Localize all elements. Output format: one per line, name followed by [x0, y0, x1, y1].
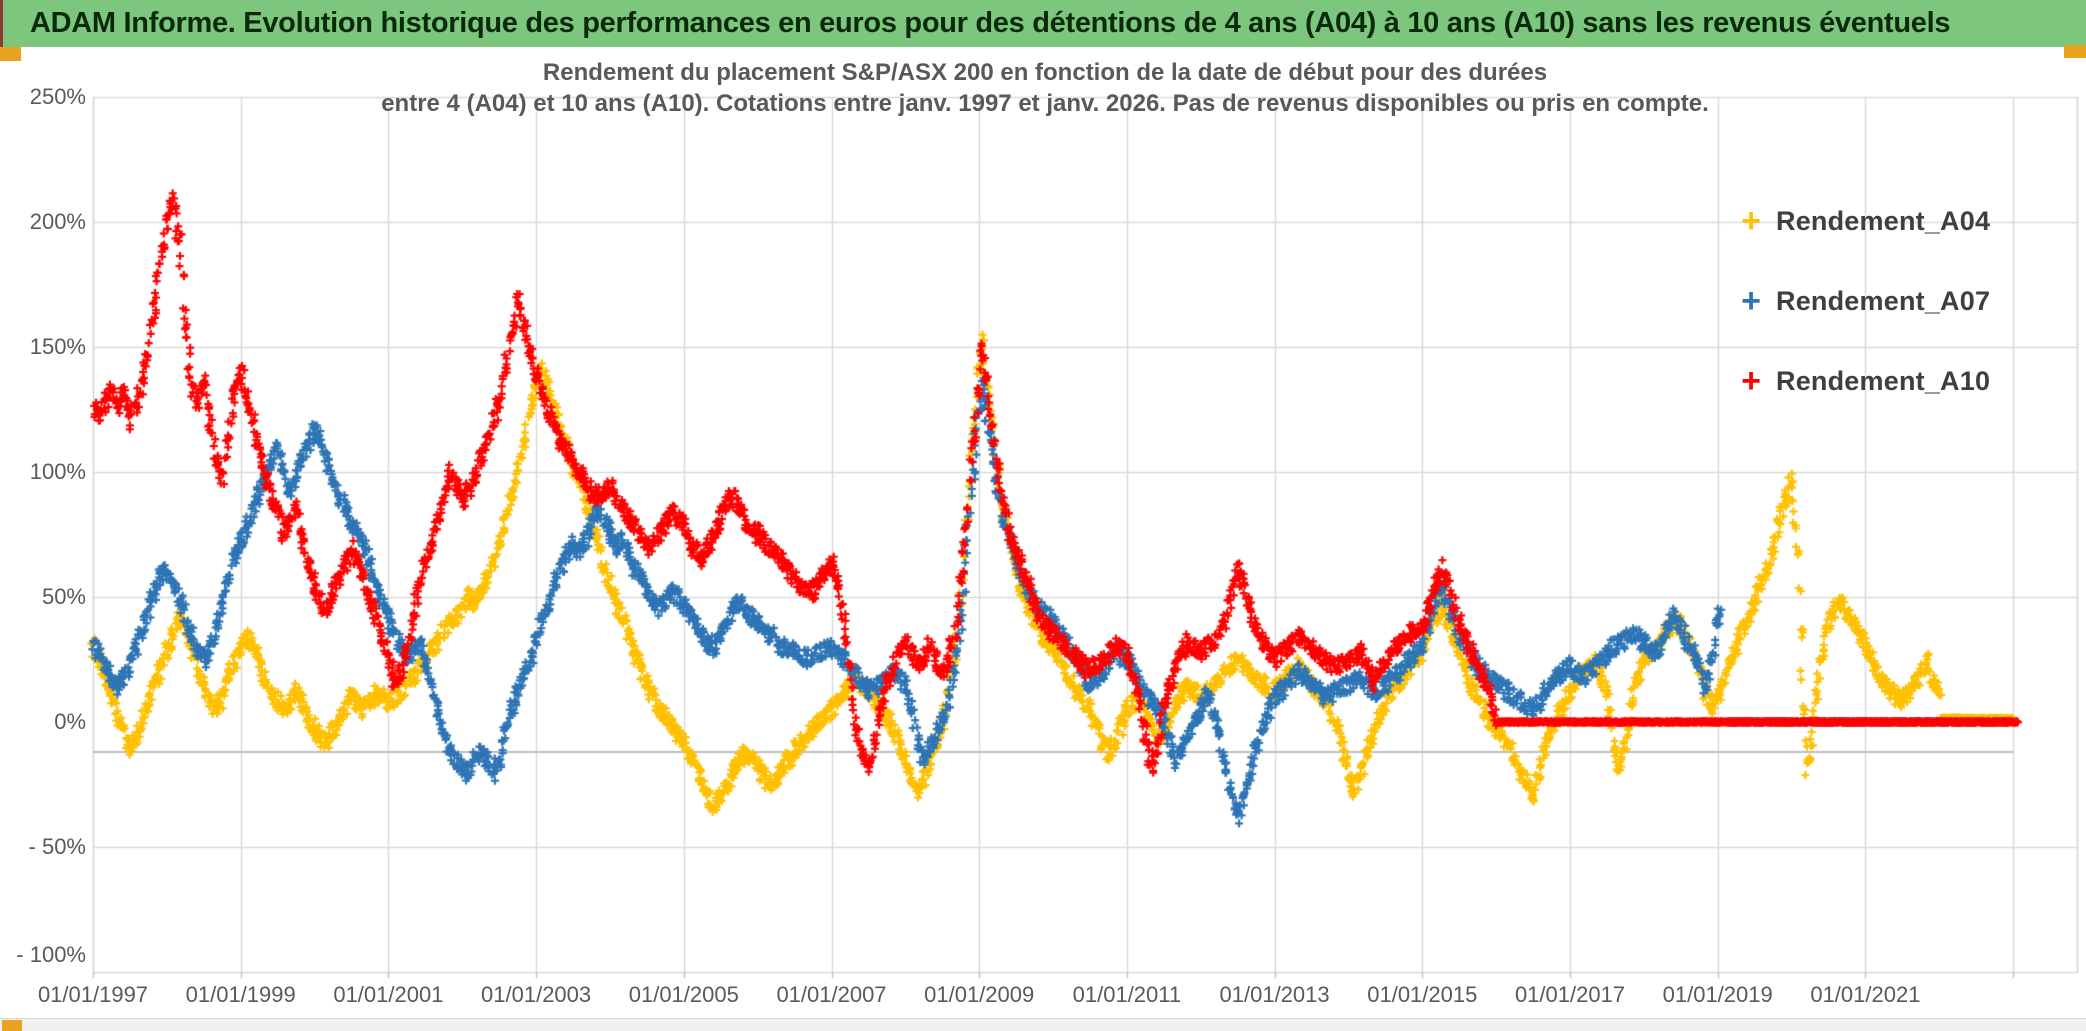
x-axis-tick-label: 01/01/2007: [776, 982, 887, 1007]
x-axis-tick-label: 01/01/2005: [628, 982, 739, 1007]
plus-marker-icon: +: [1741, 202, 1761, 240]
x-axis-tick-label: 01/01/2015: [1367, 982, 1478, 1007]
y-axis-tick-label: 0%: [54, 709, 86, 734]
chart-title-line1: Rendement du placement S&P/ASX 200 en fo…: [542, 59, 1548, 86]
y-axis-tick-label: 250%: [29, 84, 86, 109]
gold-accent-bottom-left: [2, 1020, 22, 1031]
x-axis-tick-label: 01/01/1997: [37, 982, 149, 1007]
y-axis-tick-label: 100%: [29, 459, 86, 484]
x-axis-tick-label: 01/01/2009: [924, 982, 1035, 1007]
legend-item-rendement-a07[interactable]: + Rendement_A07: [1738, 278, 1990, 324]
x-axis-tick-label: 01/01/2013: [1219, 982, 1330, 1007]
legend-item-rendement-a10[interactable]: + Rendement_A10: [1738, 358, 1990, 404]
y-axis-tick-label: - 100%: [16, 942, 86, 967]
x-axis-tick-label: 01/01/2011: [1072, 982, 1182, 1007]
chart-legend: + Rendement_A04 + Rendement_A07 + Rendem…: [1738, 198, 1990, 438]
legend-label: Rendement_A07: [1776, 285, 1991, 316]
y-axis-tick-label: 150%: [29, 334, 86, 359]
x-axis-tick-label: 01/01/2021: [1810, 982, 1921, 1007]
y-axis-tick-label: - 50%: [28, 834, 86, 859]
x-axis-tick-label: 01/01/2001: [333, 982, 444, 1007]
legend-label: Rendement_A10: [1776, 365, 1991, 396]
y-axis-tick-label: 200%: [29, 209, 86, 234]
x-axis-tick-label: 01/01/2003: [481, 982, 592, 1007]
bottom-scroll-bar[interactable]: [0, 1018, 2086, 1031]
x-axis-tick-label: 01/01/2017: [1514, 982, 1626, 1007]
plus-marker-icon: +: [1741, 362, 1761, 400]
plus-marker-icon: +: [1741, 282, 1761, 320]
y-axis-tick-label: 50%: [41, 584, 86, 609]
x-axis-tick-label: 01/01/1999: [185, 982, 296, 1007]
legend-label: Rendement_A04: [1776, 205, 1991, 236]
chart-title: Rendement du placement S&P/ASX 200 en fo…: [295, 57, 1795, 119]
chart-title-line2: entre 4 (A04) et 10 ans (A10). Cotations…: [381, 90, 1709, 117]
x-axis-tick-label: 01/01/2019: [1662, 982, 1773, 1007]
legend-item-rendement-a04[interactable]: + Rendement_A04: [1738, 198, 1990, 244]
